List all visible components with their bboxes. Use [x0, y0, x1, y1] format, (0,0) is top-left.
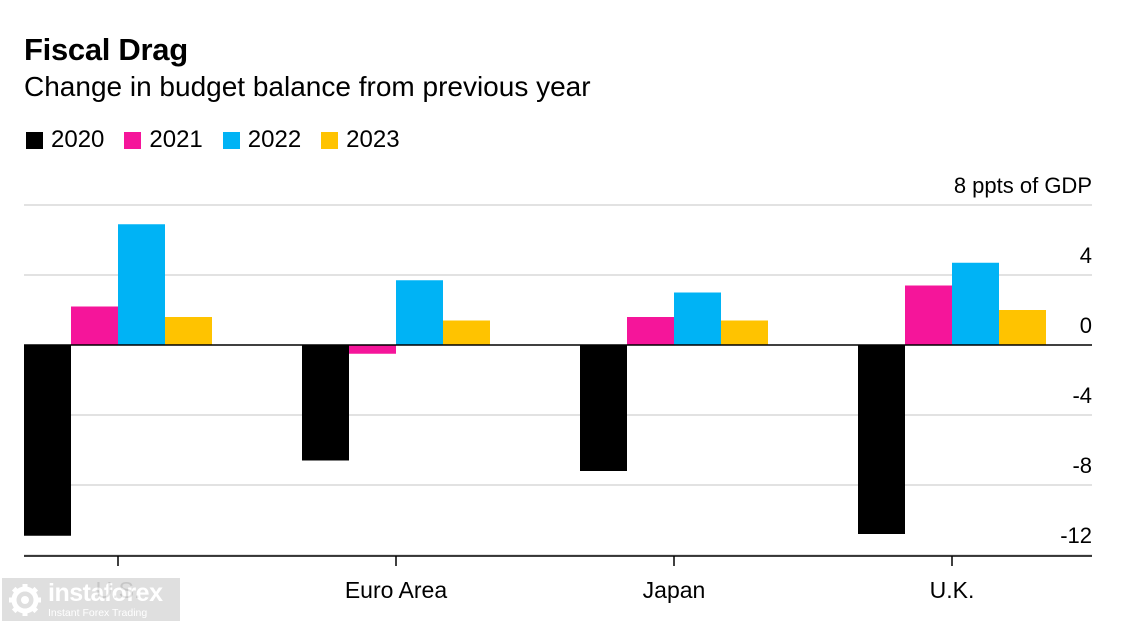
- bar-2021-euro-area: [349, 345, 396, 354]
- legend-label: 2020: [51, 126, 105, 153]
- legend-label: 2021: [149, 126, 203, 153]
- legend-item-2020: 2020: [26, 126, 104, 154]
- x-tick-label: U.K.: [930, 577, 975, 603]
- y-tick-label: -8: [1072, 453, 1092, 478]
- bar-2021-japan: [627, 317, 674, 345]
- bar-2022-u-k-: [952, 262, 999, 345]
- legend-label: 2022: [247, 126, 302, 153]
- y-tick-label: -12: [1060, 523, 1092, 548]
- watermark-brand: instaforex: [48, 578, 163, 607]
- gear-logo-icon: [9, 583, 41, 616]
- legend-swatch: [124, 131, 142, 149]
- x-tick-label: Japan: [643, 577, 706, 603]
- bar-2023-japan: [721, 320, 768, 345]
- legend-item-2023: 2023: [321, 126, 400, 154]
- legend-label: 2023: [346, 126, 400, 153]
- chart-title: Fiscal Drag: [24, 32, 188, 67]
- bar-2020-u-k-: [858, 345, 905, 534]
- x-tick-label: Euro Area: [345, 577, 447, 603]
- bar-2023-u-k-: [999, 310, 1046, 345]
- y-tick-label: 0: [1080, 313, 1092, 338]
- bar-2020-japan: [580, 345, 627, 471]
- legend-item-2022: 2022: [222, 126, 302, 154]
- bar-2020-euro-area: [302, 345, 349, 461]
- bar-2020-u-s-: [24, 345, 71, 536]
- legend-swatch: [321, 131, 339, 149]
- legend: 2020 2021 2022 2023: [26, 126, 400, 154]
- y-tick-label: -4: [1072, 383, 1092, 408]
- chart-subtitle: Change in budget balance from previous y…: [24, 71, 591, 102]
- bar-2023-euro-area: [443, 320, 490, 345]
- y-tick-label: 4: [1080, 243, 1092, 268]
- legend-item-2021: 2021: [124, 126, 203, 154]
- watermark: instaforex Instant Forex Trading: [2, 578, 180, 621]
- bar-2023-u-s-: [165, 317, 212, 345]
- bar-2021-u-s-: [71, 306, 118, 345]
- y-tick-label: 8 ppts of GDP: [954, 173, 1092, 198]
- watermark-tagline: Instant Forex Trading: [48, 606, 148, 619]
- legend-swatch: [222, 131, 240, 149]
- bar-2022-u-s-: [118, 224, 165, 345]
- bar-2022-japan: [674, 292, 721, 345]
- bar-2021-u-k-: [905, 285, 952, 345]
- bar-2022-euro-area: [396, 280, 443, 345]
- legend-swatch: [26, 131, 43, 149]
